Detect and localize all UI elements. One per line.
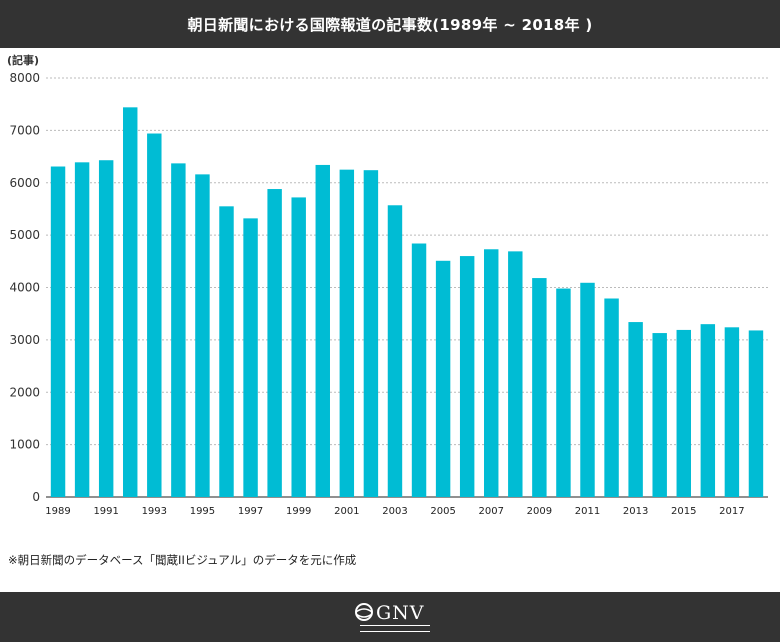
bar-2013 xyxy=(628,322,643,497)
chart-title: 朝日新聞における国際報道の記事数(1989年 ~ 2018年 ) xyxy=(187,15,593,34)
x-tick-label: 1993 xyxy=(142,506,167,517)
bar-2001 xyxy=(339,169,355,497)
globe-icon xyxy=(355,603,373,621)
bars xyxy=(50,107,764,498)
bar-2000 xyxy=(315,164,330,497)
y-tick-label: 4000 xyxy=(9,281,40,295)
bar-2012 xyxy=(604,298,619,497)
x-tick-label: 2017 xyxy=(719,506,744,517)
logo-text: GNV xyxy=(376,602,425,624)
bar-1992 xyxy=(123,107,138,497)
bar-1989 xyxy=(50,166,66,498)
y-tick-label: 0 xyxy=(32,490,40,504)
bar-2004 xyxy=(411,243,427,497)
bar-2003 xyxy=(387,205,403,498)
x-tick-label: 2009 xyxy=(527,506,552,517)
bar-2002 xyxy=(363,170,379,497)
bar-1999 xyxy=(291,197,306,498)
bar-1994 xyxy=(171,163,186,497)
x-tick-label: 2005 xyxy=(430,506,455,517)
y-tick-label: 2000 xyxy=(9,385,40,399)
bar-2007 xyxy=(484,249,499,497)
y-tick-label: 1000 xyxy=(9,438,40,452)
footer-bar xyxy=(0,592,780,642)
source-note: ※朝日新聞のデータベース「聞蔵IIビジュアル」のデータを元に作成 xyxy=(8,553,357,567)
bar-1996 xyxy=(219,206,234,497)
bar-2011 xyxy=(580,282,595,497)
y-axis-unit-label: (記事) xyxy=(7,54,40,67)
gnv-logo[interactable]: GNV xyxy=(354,599,434,635)
x-tick-label: 2013 xyxy=(623,506,648,517)
y-tick-label: 5000 xyxy=(9,228,40,242)
bar-2014 xyxy=(652,333,667,497)
bar-1997 xyxy=(243,218,258,498)
x-tick-label: 1995 xyxy=(190,506,215,517)
bar-1995 xyxy=(195,174,210,497)
y-tick-label: 8000 xyxy=(9,71,40,85)
x-tick-label: 1999 xyxy=(286,506,311,517)
bar-2018 xyxy=(748,330,764,497)
x-tick-label: 1989 xyxy=(45,506,70,517)
gridlines xyxy=(46,77,768,498)
bar-2017 xyxy=(724,327,740,497)
title-bar: 朝日新聞における国際報道の記事数(1989年 ~ 2018年 ) xyxy=(0,0,780,48)
bar-2008 xyxy=(508,251,523,497)
bar-2016 xyxy=(700,324,716,497)
y-tick-label: 6000 xyxy=(9,176,40,190)
logo-band xyxy=(360,625,430,632)
x-tick-label: 2007 xyxy=(479,506,504,517)
bar-2006 xyxy=(459,256,475,497)
y-axis-ticks: 0 1000 2000 3000 4000 5000 6000 7000 8000 xyxy=(9,71,40,504)
bar-1998 xyxy=(267,189,282,497)
bar-1993 xyxy=(147,133,162,497)
x-tick-label: 2003 xyxy=(382,506,407,517)
x-tick-label: 2011 xyxy=(575,506,600,517)
bar-1990 xyxy=(74,162,90,498)
y-tick-label: 7000 xyxy=(9,123,40,137)
x-tick-label: 1997 xyxy=(238,506,263,517)
x-axis-ticks: 1989 1991 1993 1995 1997 1999 2001 2003 2005 2007… xyxy=(45,506,744,517)
bar-2009 xyxy=(532,278,547,497)
y-tick-label: 3000 xyxy=(9,333,40,347)
x-tick-label: 2015 xyxy=(671,506,696,517)
bar-1991 xyxy=(98,160,114,497)
x-tick-label: 1991 xyxy=(93,506,118,517)
x-tick-label: 2001 xyxy=(334,506,359,517)
bar-2015 xyxy=(676,329,691,497)
bar-2010 xyxy=(556,288,571,497)
bar-2005 xyxy=(435,260,451,497)
